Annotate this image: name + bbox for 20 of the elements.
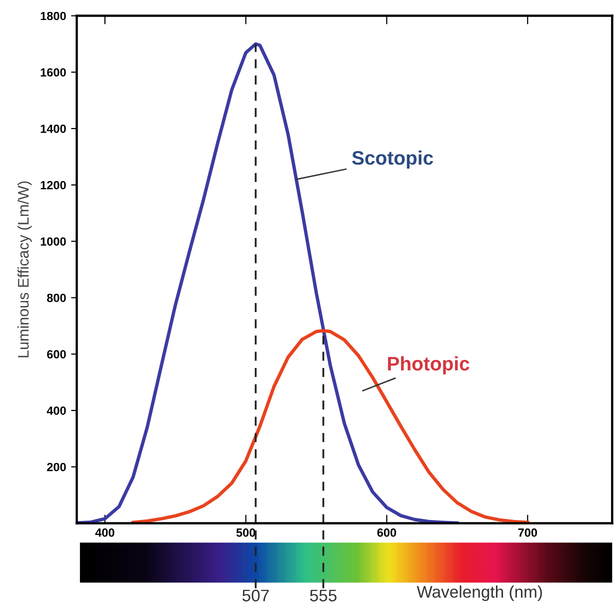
ref-line-label: 507 bbox=[242, 590, 269, 602]
y-tick-label: 600 bbox=[47, 350, 66, 358]
series-label: Photopic bbox=[388, 356, 470, 374]
y-tick-label: 1400 bbox=[40, 124, 66, 133]
y-tick-label: 1000 bbox=[40, 237, 66, 246]
y-tick-label: 400 bbox=[46, 406, 66, 415]
y-tick-label: 200 bbox=[47, 462, 66, 472]
x-tick-label: 400 bbox=[95, 528, 114, 537]
text: Scotopic bbox=[352, 150, 434, 169]
x-tick-label: 500 bbox=[236, 528, 256, 537]
y-tick-label: 1600 bbox=[40, 68, 66, 77]
ref-line-label: 555 bbox=[310, 590, 337, 602]
line-series bbox=[131, 329, 530, 524]
x-axis-title: Wavelength (nm) bbox=[416, 586, 542, 602]
y-tick-label: 1200 bbox=[40, 180, 66, 190]
y-tick-label: 1800 bbox=[40, 12, 66, 20]
x-tick-label: 700 bbox=[518, 528, 537, 537]
y-axis-title: Luminous Efficacy (Lm/W) bbox=[18, 181, 32, 358]
x-tick-label: 600 bbox=[377, 528, 396, 537]
y-tick-label: 800 bbox=[47, 294, 66, 302]
